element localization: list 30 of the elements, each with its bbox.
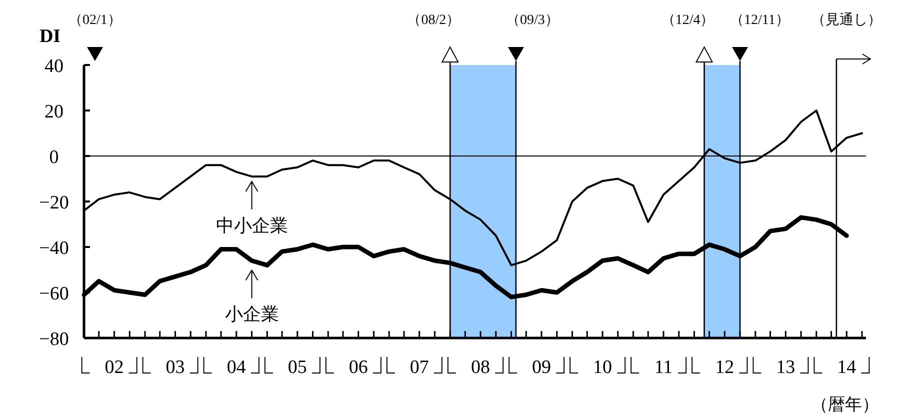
y-tick-label: −40: [39, 238, 69, 259]
ref-line-label: （12/4）: [661, 13, 714, 28]
x-tick-label: 04: [226, 357, 246, 378]
x-tick-label: 14: [837, 357, 857, 378]
ref-line-label: （12/11）: [730, 13, 790, 28]
x-tick-label: 13: [776, 357, 796, 378]
y-tick-label: −60: [39, 284, 69, 304]
x-tick-label: 08: [471, 357, 490, 378]
y-tick-label: 40: [44, 56, 64, 77]
x-tick-label: 11: [654, 357, 673, 378]
x-tick-label: 07: [410, 357, 429, 378]
x-tick-label: 06: [348, 357, 368, 378]
x-tick-label: 12: [715, 357, 734, 378]
y-tick-label: 0: [49, 147, 59, 168]
x-tick-label: 05: [288, 357, 307, 378]
y-tick-label: −80: [39, 329, 69, 350]
y-tick-label: 20: [44, 102, 64, 122]
ref-line-label: （09/3）: [506, 13, 559, 28]
ref-line-label: （見通し）: [811, 12, 882, 28]
text: （02/1）: [68, 13, 122, 28]
x-tick-label: 10: [593, 357, 612, 378]
annotation: 中小企業: [216, 215, 288, 236]
ref-line-label: （08/2）: [407, 13, 460, 28]
x-axis-title: （暦年）: [811, 395, 879, 414]
x-tick-label: 03: [166, 357, 185, 378]
annotation: 小企業: [224, 304, 279, 324]
y-tick-label: −20: [39, 192, 69, 214]
y-axis-title: DI: [39, 26, 61, 47]
x-tick-label: 09: [532, 357, 552, 378]
x-tick-label: 02: [104, 357, 124, 378]
